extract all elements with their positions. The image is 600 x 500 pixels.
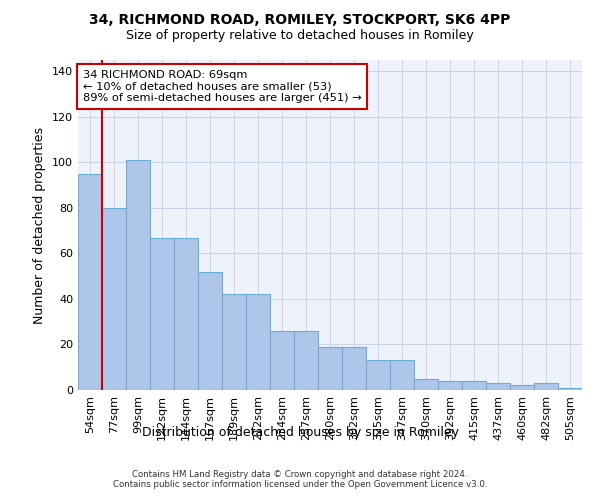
Bar: [534, 383, 558, 390]
Bar: [318, 347, 342, 390]
Text: Size of property relative to detached houses in Romiley: Size of property relative to detached ho…: [126, 29, 474, 42]
Text: Distribution of detached houses by size in Romiley: Distribution of detached houses by size …: [142, 426, 458, 439]
Bar: [174, 238, 198, 390]
Bar: [414, 378, 438, 390]
Bar: [558, 388, 582, 390]
Bar: [486, 383, 510, 390]
Bar: [222, 294, 246, 390]
Bar: [462, 381, 486, 390]
Bar: [78, 174, 102, 390]
Bar: [342, 347, 366, 390]
Bar: [438, 381, 462, 390]
Bar: [390, 360, 414, 390]
Bar: [366, 360, 390, 390]
Bar: [510, 386, 534, 390]
Bar: [150, 238, 174, 390]
Text: Contains HM Land Registry data © Crown copyright and database right 2024.
Contai: Contains HM Land Registry data © Crown c…: [113, 470, 487, 489]
Bar: [126, 160, 150, 390]
Y-axis label: Number of detached properties: Number of detached properties: [34, 126, 46, 324]
Bar: [270, 331, 294, 390]
Bar: [246, 294, 270, 390]
Bar: [198, 272, 222, 390]
Bar: [294, 331, 318, 390]
Bar: [102, 208, 126, 390]
Text: 34, RICHMOND ROAD, ROMILEY, STOCKPORT, SK6 4PP: 34, RICHMOND ROAD, ROMILEY, STOCKPORT, S…: [89, 12, 511, 26]
Text: 34 RICHMOND ROAD: 69sqm
← 10% of detached houses are smaller (53)
89% of semi-de: 34 RICHMOND ROAD: 69sqm ← 10% of detache…: [83, 70, 362, 103]
